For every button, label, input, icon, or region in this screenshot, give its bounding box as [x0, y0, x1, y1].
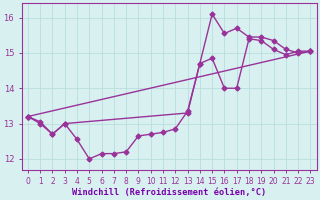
X-axis label: Windchill (Refroidissement éolien,°C): Windchill (Refroidissement éolien,°C) [72, 188, 266, 197]
